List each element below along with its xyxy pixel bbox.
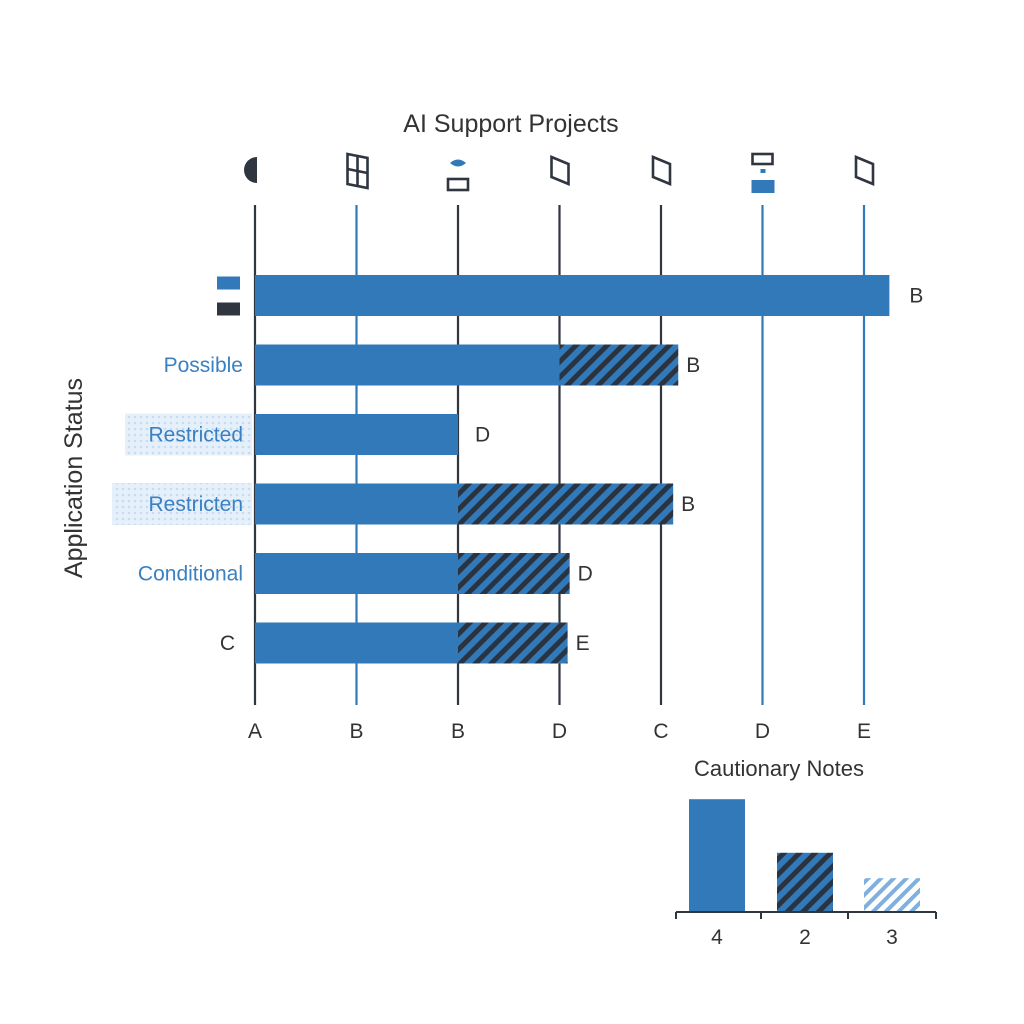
eye-box-icon xyxy=(446,159,470,192)
bar-value-label: B xyxy=(681,493,695,516)
inset-tick-label: 4 xyxy=(711,926,723,949)
inset-tick-label: 3 xyxy=(886,926,898,949)
bars: B B D B D E xyxy=(255,275,923,664)
parallelogram-icon xyxy=(651,155,672,186)
x-tick-label: D xyxy=(755,720,770,743)
category-label-highlight xyxy=(112,483,252,525)
stacked-box-icon xyxy=(751,152,775,193)
inset-chart-title: Cautionary Notes xyxy=(694,756,864,781)
bar-value-label: E xyxy=(576,632,590,655)
parallelogram-icon xyxy=(550,155,570,186)
bar-hatched xyxy=(458,553,570,594)
main-chart-title: AI Support Projects xyxy=(403,110,618,138)
bar-solid xyxy=(255,275,890,316)
window-frame-icon xyxy=(346,152,369,190)
category-label: Restricten xyxy=(148,493,243,516)
x-tick-label: C xyxy=(653,720,668,743)
y-axis-label: Application Status xyxy=(60,378,88,578)
category-labels: Possible Restricted Restricten Conditional C xyxy=(112,276,252,655)
bar-solid xyxy=(255,553,458,594)
bar-solid xyxy=(255,483,458,525)
category-label: Conditional xyxy=(138,563,243,586)
bar-solid xyxy=(255,622,458,664)
bar-value-label: D xyxy=(578,563,593,586)
x-tick-label: A xyxy=(248,720,262,743)
legend-swatch xyxy=(217,302,240,316)
category-label: Possible xyxy=(164,354,243,377)
top-icons xyxy=(244,152,875,193)
bar-value-label: B xyxy=(909,285,923,308)
bar-solid xyxy=(255,414,458,455)
inset-bar xyxy=(689,799,745,912)
bar-hatched xyxy=(458,483,674,525)
x-tick-label: E xyxy=(857,720,871,743)
category-label-highlight xyxy=(125,413,252,456)
x-tick-label: D xyxy=(552,720,567,743)
half-circle-icon xyxy=(244,157,257,183)
bar-hatched xyxy=(559,344,679,386)
x-tick-label: B xyxy=(451,720,465,743)
x-tick-label: B xyxy=(349,720,363,743)
inset-bar xyxy=(864,878,920,912)
legend-swatch xyxy=(217,276,240,290)
bar-value-label: B xyxy=(686,354,700,377)
inset-tick-label: 2 xyxy=(799,926,811,949)
inset-chart: 4 2 3 xyxy=(675,799,937,949)
category-label: C xyxy=(220,632,235,655)
bar-hatched xyxy=(458,622,568,664)
category-label: Restricted xyxy=(148,424,243,447)
parallelogram-icon xyxy=(854,155,875,186)
inset-bar xyxy=(777,852,833,912)
bar-value-label: D xyxy=(475,424,490,447)
bar-solid xyxy=(255,344,560,386)
